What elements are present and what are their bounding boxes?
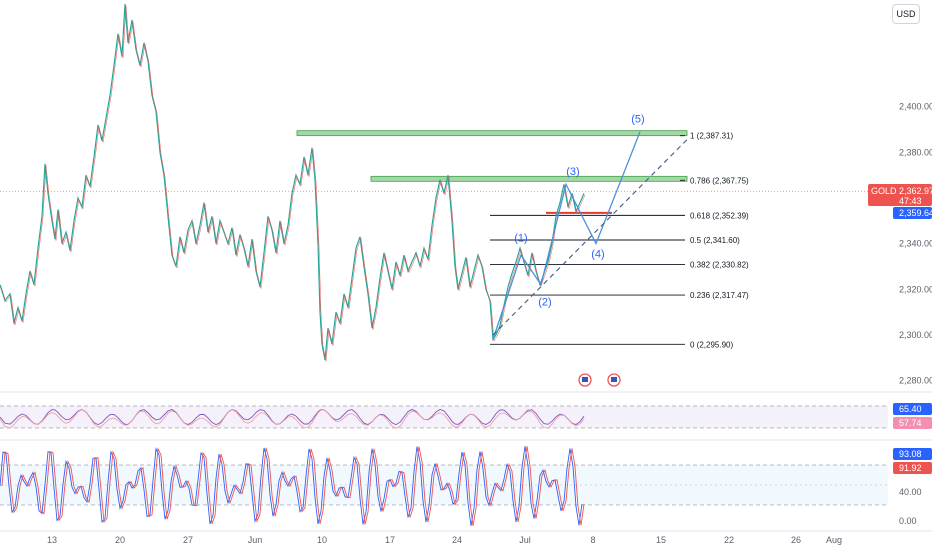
stoch-tag — [893, 448, 932, 460]
fib-level-label: 0.236 (2,317.47) — [690, 291, 749, 300]
currency-button[interactable]: USD — [892, 4, 920, 24]
stoch-tag-value: 91.92 — [899, 463, 922, 473]
rsi-tag — [893, 403, 932, 415]
x-tick-label: Jul — [519, 535, 531, 545]
wave-label: (1) — [514, 232, 527, 244]
stoch-tag — [893, 462, 932, 474]
x-tick-label: 15 — [656, 535, 666, 545]
x-tick-label: 10 — [317, 535, 327, 545]
us-flag-icon-fill — [611, 377, 617, 382]
price-tag-countdown: 47:43 — [899, 196, 922, 206]
stoch-tag-value: 93.08 — [899, 449, 922, 459]
price-tag-symbol: GOLD — [871, 186, 897, 196]
fib-level-label: 0.382 (2,330.82) — [690, 261, 749, 270]
rsi-band — [0, 406, 888, 428]
x-tick-label: 24 — [452, 535, 462, 545]
x-tick-label: 20 — [115, 535, 125, 545]
x-tick-label: 8 — [590, 535, 595, 545]
x-tick-label: 17 — [385, 535, 395, 545]
us-flag-icon-fill — [582, 377, 588, 382]
fib-level-label: 0 (2,295.90) — [690, 340, 733, 349]
y-tick-label: 2,400.00 — [899, 102, 932, 112]
stoch-y-tick: 40.00 — [899, 487, 922, 497]
x-tick-label: 22 — [724, 535, 734, 545]
stoch-k-line — [0, 446, 583, 526]
x-tick-label: Aug — [826, 535, 842, 545]
stoch-d-line — [1, 446, 585, 526]
wave-label: (4) — [591, 248, 604, 260]
wave-label: (3) — [566, 166, 579, 178]
resistance-zone — [370, 175, 688, 182]
stoch-y-tick: 0.00 — [899, 516, 917, 526]
x-tick-label: 27 — [183, 535, 193, 545]
y-tick-label: 2,300.00 — [899, 330, 932, 340]
rsi-line — [0, 408, 585, 426]
y-tick-label: 2,320.00 — [899, 284, 932, 294]
fib-level-label: 1 (2,387.31) — [690, 132, 733, 141]
wave-label: (2) — [538, 296, 551, 308]
fib-level-label: 0.5 (2,341.60) — [690, 236, 740, 245]
rsi-tag — [893, 417, 932, 429]
wave-label: (5) — [631, 114, 644, 126]
price-tag-value: 2,362.97 — [899, 186, 932, 196]
fib-level-label: 0.618 (2,352.39) — [690, 211, 749, 220]
x-tick-label: 26 — [791, 535, 801, 545]
price-line — [0, 3, 585, 361]
y-tick-label: 2,280.00 — [899, 376, 932, 386]
elliott-wave-path — [492, 131, 641, 340]
x-tick-label: 13 — [47, 535, 57, 545]
price-line-shadow — [0, 5, 586, 362]
fib-level-label: 0.786 (2,367.75) — [690, 176, 749, 185]
x-tick-label: Jun — [248, 535, 263, 545]
rsi-tag-value: 57.74 — [899, 418, 922, 428]
y-tick-label: 2,340.00 — [899, 239, 932, 249]
stoch-band — [0, 465, 888, 505]
rsi-signal-line — [0, 409, 585, 429]
trend-line — [492, 138, 689, 336]
price-tag-value: 2,359.64 — [899, 208, 932, 218]
price-tag — [868, 184, 932, 206]
y-tick-label: 2,380.00 — [899, 147, 932, 157]
price-tag — [893, 207, 932, 219]
resistance-zone — [296, 130, 688, 137]
rsi-tag-value: 65.40 — [899, 404, 922, 414]
